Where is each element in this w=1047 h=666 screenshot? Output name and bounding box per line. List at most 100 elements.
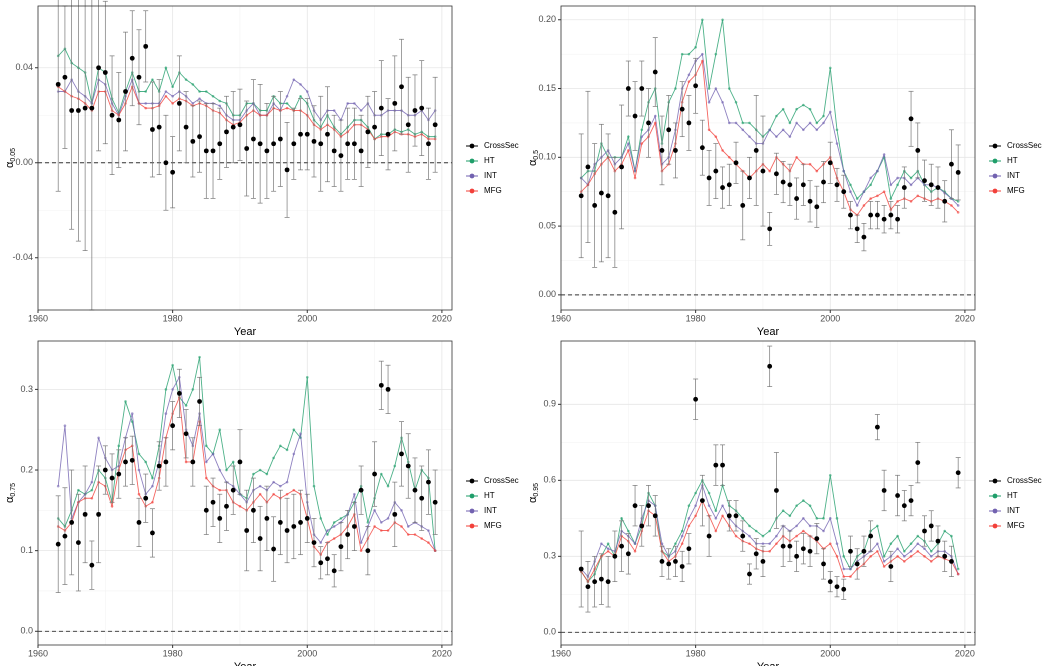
series-point bbox=[633, 176, 637, 180]
legend-label: INT bbox=[484, 506, 497, 515]
series-point bbox=[137, 452, 141, 456]
data-point bbox=[432, 499, 438, 505]
series-point bbox=[184, 78, 188, 81]
data-point bbox=[96, 511, 101, 517]
data-point bbox=[807, 198, 813, 204]
data-point bbox=[659, 148, 665, 153]
data-point bbox=[55, 81, 61, 87]
series-point bbox=[956, 567, 960, 571]
series-point bbox=[822, 529, 825, 533]
data-point bbox=[251, 507, 256, 513]
series-point bbox=[916, 549, 920, 553]
data-point bbox=[922, 178, 927, 184]
x-tick-label: 1980 bbox=[686, 313, 706, 323]
data-point bbox=[392, 100, 398, 106]
data-point bbox=[767, 363, 773, 369]
series-point bbox=[802, 103, 805, 107]
legend-key-point bbox=[992, 478, 998, 484]
data-point bbox=[955, 470, 961, 476]
series-point bbox=[889, 542, 893, 545]
series-point bbox=[748, 534, 751, 538]
x-tick-label: 2020 bbox=[955, 648, 975, 658]
series-point bbox=[231, 460, 235, 464]
data-point bbox=[298, 131, 303, 137]
data-point bbox=[271, 546, 277, 552]
data-point bbox=[908, 116, 914, 122]
x-axis-title: Year bbox=[234, 326, 257, 338]
series-point bbox=[346, 102, 349, 105]
data-point bbox=[598, 190, 604, 196]
data-point bbox=[720, 462, 725, 468]
data-point bbox=[774, 488, 779, 493]
data-point bbox=[666, 127, 672, 133]
series-point bbox=[687, 504, 691, 507]
y-tick-label: 0.0 bbox=[20, 626, 33, 636]
series-point bbox=[272, 456, 275, 460]
series-point bbox=[627, 142, 630, 145]
data-point bbox=[767, 226, 773, 232]
series-point bbox=[420, 537, 424, 540]
series-point bbox=[144, 102, 148, 105]
series-point bbox=[909, 555, 913, 558]
series-point bbox=[144, 460, 148, 464]
series-point bbox=[164, 90, 168, 93]
series-point bbox=[828, 66, 832, 70]
series-point bbox=[876, 524, 879, 528]
data-point bbox=[351, 141, 357, 147]
y-tick-label: 0.00 bbox=[15, 157, 33, 167]
series-point bbox=[923, 547, 926, 551]
panel: 1960 1980 2000 2020 0.0 0.3 0.6 0.9 Year α0.95 Cro… bbox=[527, 340, 1042, 666]
series-point bbox=[204, 90, 208, 93]
data-point bbox=[412, 487, 418, 493]
series-point bbox=[680, 529, 684, 533]
data-point bbox=[143, 43, 149, 49]
series-point bbox=[204, 460, 208, 464]
series-point bbox=[882, 555, 886, 558]
data-point bbox=[237, 122, 243, 128]
series-point bbox=[292, 78, 296, 81]
series-point bbox=[828, 517, 832, 520]
data-point bbox=[841, 189, 847, 195]
data-point bbox=[210, 499, 216, 505]
series-point bbox=[828, 110, 832, 114]
series-point bbox=[285, 102, 289, 105]
series-point bbox=[359, 541, 363, 544]
data-point bbox=[392, 511, 398, 517]
plot-background bbox=[38, 6, 452, 310]
data-point bbox=[385, 131, 391, 137]
series-point bbox=[151, 476, 154, 480]
series-point bbox=[198, 97, 201, 100]
legend-key-point bbox=[469, 158, 475, 164]
series-point bbox=[151, 484, 154, 488]
series-point bbox=[916, 194, 920, 198]
data-point bbox=[800, 546, 806, 552]
series-point bbox=[627, 135, 630, 138]
series-point bbox=[130, 412, 134, 415]
data-point bbox=[949, 161, 954, 167]
x-axis-title: Year bbox=[757, 326, 780, 338]
x-tick-label: 2020 bbox=[432, 648, 452, 658]
series-point bbox=[292, 452, 296, 456]
series-point bbox=[815, 128, 819, 132]
data-point bbox=[264, 148, 270, 154]
series-point bbox=[627, 529, 630, 533]
series-point bbox=[198, 355, 201, 359]
series-point bbox=[144, 90, 148, 93]
series-point bbox=[956, 200, 960, 203]
series-point bbox=[882, 565, 886, 568]
data-point bbox=[895, 216, 900, 222]
data-point bbox=[800, 182, 806, 188]
series-point bbox=[380, 521, 383, 524]
series-point bbox=[741, 121, 745, 125]
series-point bbox=[252, 472, 255, 476]
data-point bbox=[928, 523, 934, 529]
data-point bbox=[619, 543, 624, 549]
data-point bbox=[311, 138, 317, 144]
data-point bbox=[163, 459, 169, 465]
data-point bbox=[726, 182, 732, 188]
data-point bbox=[426, 479, 431, 485]
series-point bbox=[218, 104, 222, 108]
data-point bbox=[679, 564, 685, 569]
series-point bbox=[869, 555, 872, 558]
series-point bbox=[802, 128, 805, 132]
